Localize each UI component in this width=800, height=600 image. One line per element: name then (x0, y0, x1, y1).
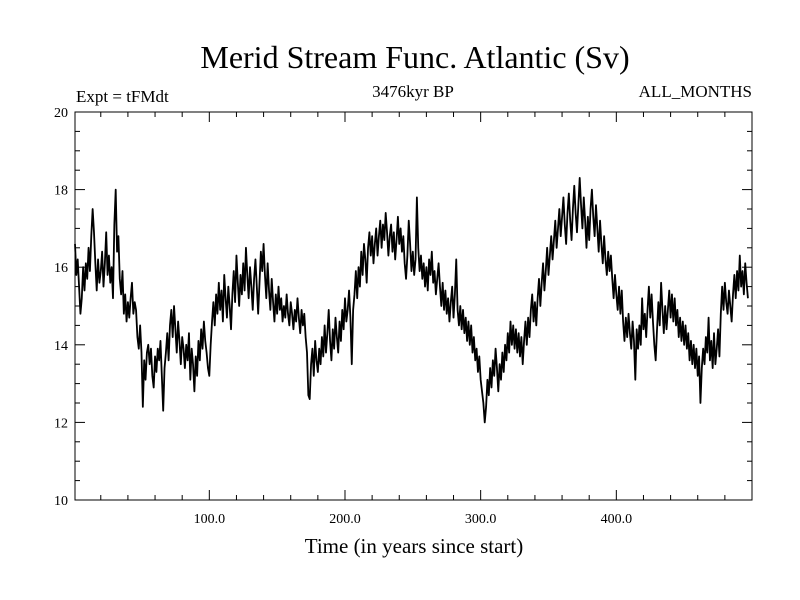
y-tick-label: 14 (54, 339, 68, 354)
axis-layer: 10 12 14 16 18 20 100.0 200.0 300.0 400.0 (54, 106, 752, 527)
months-label: ALL_MONTHS (639, 82, 752, 101)
y-tick-label: 20 (54, 106, 68, 121)
x-tick-label: 300.0 (465, 512, 497, 527)
x-tick-label: 100.0 (194, 512, 226, 527)
x-tick-label: 400.0 (601, 512, 633, 527)
chart-title: Merid Stream Func. Atlantic (Sv) (200, 39, 629, 75)
plot-frame (74, 111, 753, 501)
y-tick-label: 18 (54, 184, 68, 199)
experiment-label: Expt = tFMdt (76, 87, 169, 106)
x-tick-label: 200.0 (329, 512, 361, 527)
y-tick-label: 12 (54, 416, 68, 431)
data-layer (74, 177, 749, 424)
x-axis-label: Time (in years since start) (305, 534, 524, 558)
y-tick-label: 16 (54, 261, 68, 276)
series-line (74, 177, 749, 424)
y-tick-label: 10 (54, 494, 68, 509)
period-label: 3476kyr BP (372, 82, 454, 101)
